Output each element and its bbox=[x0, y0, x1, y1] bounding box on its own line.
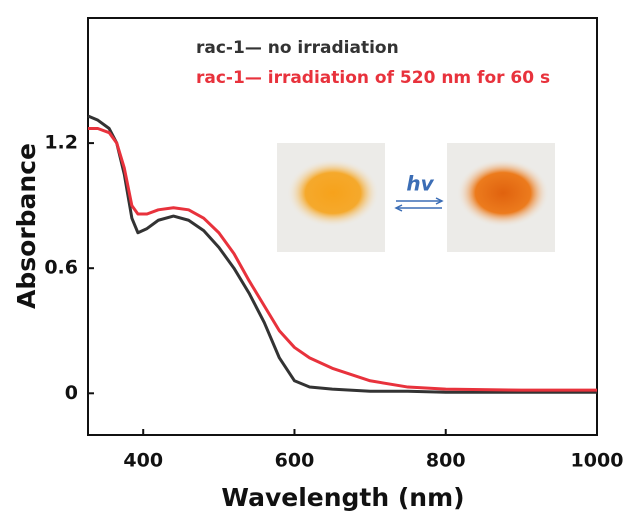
y-axis-label: Absorbance bbox=[12, 143, 41, 309]
x-tick-label: 1000 bbox=[571, 450, 624, 472]
annotation: hv bbox=[406, 172, 434, 196]
arrow-head bbox=[435, 197, 444, 205]
powder bbox=[457, 159, 549, 227]
x-tick-label: 800 bbox=[426, 450, 466, 472]
plot-frame bbox=[87, 17, 598, 436]
y-tick-label: 1.2 bbox=[44, 132, 78, 154]
x-tick-label: 600 bbox=[275, 450, 315, 472]
powder bbox=[287, 159, 379, 227]
legend-entry: rac-1— irradiation of 520 nm for 60 s bbox=[196, 68, 550, 88]
legend-entry: rac-1— no irradiation bbox=[196, 38, 399, 58]
x-axis-label: Wavelength (nm) bbox=[221, 483, 464, 512]
arrow-head bbox=[394, 204, 403, 212]
inset: hv bbox=[277, 143, 555, 252]
x-tick-label: 400 bbox=[123, 450, 163, 472]
y-tick-label: 0.6 bbox=[44, 257, 78, 279]
series-line bbox=[88, 127, 597, 392]
y-tick-label: 0 bbox=[65, 382, 78, 404]
